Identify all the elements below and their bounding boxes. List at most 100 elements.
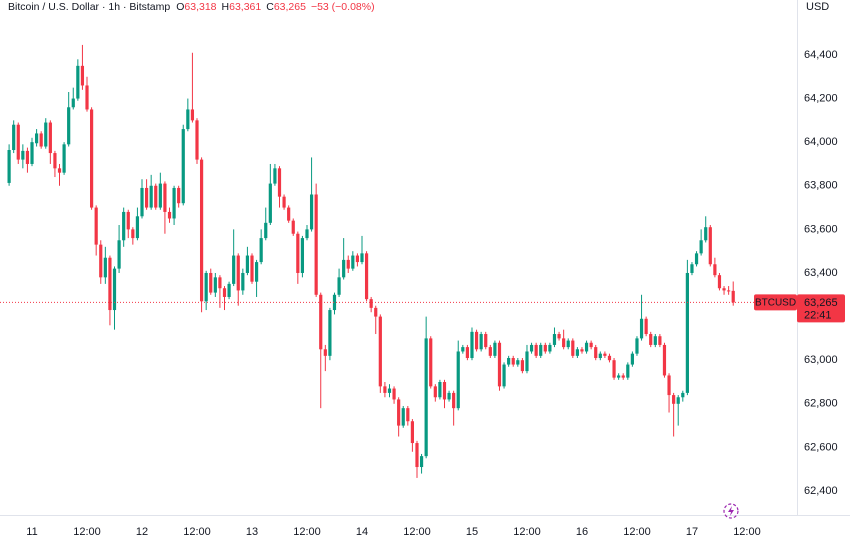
y-tick-label: 62,400 — [804, 485, 838, 497]
candle-body — [722, 288, 726, 291]
candle-body — [497, 342, 502, 387]
candle-body — [681, 392, 685, 398]
candle-body — [342, 259, 346, 278]
candle-body — [694, 253, 699, 265]
candle-body — [232, 255, 236, 284]
candle-body — [548, 344, 552, 352]
candle-body — [108, 257, 112, 311]
y-tick-label: 64,400 — [804, 49, 838, 61]
candle-body — [662, 344, 667, 376]
lightning-icon — [723, 503, 739, 519]
candle-body — [16, 124, 20, 160]
change-value: −53 (−0.08%) — [311, 1, 375, 13]
countdown-text: 22:41 — [804, 309, 832, 321]
candle-body — [300, 238, 305, 273]
candle-body — [374, 307, 378, 317]
candle-body — [360, 253, 364, 263]
candle-body — [424, 338, 428, 457]
candle-body — [639, 318, 644, 339]
candle-body — [552, 334, 557, 345]
candle-body — [612, 360, 616, 378]
candle-body — [89, 109, 94, 208]
candle-body — [465, 347, 469, 359]
candle-body — [12, 124, 16, 151]
candle-body — [154, 185, 158, 208]
candle-body — [685, 272, 689, 393]
candle-body — [140, 187, 144, 217]
candle-body — [502, 364, 506, 387]
candle-body — [277, 168, 282, 197]
candle-body — [479, 334, 483, 350]
candle-body — [364, 253, 369, 300]
ohlc-value: 63,265 — [274, 1, 306, 13]
candle-body — [635, 338, 639, 354]
x-tick-label: 12:00 — [733, 526, 761, 538]
candle-body — [53, 153, 57, 169]
candle-body — [144, 187, 149, 208]
candle-body — [507, 358, 511, 365]
candle-body — [199, 159, 204, 302]
candle-body — [415, 443, 419, 468]
candle-body — [410, 421, 415, 444]
price-tag-text: 63,265 — [804, 297, 838, 309]
candle-body — [589, 342, 593, 348]
y-tick-label: 63,600 — [804, 223, 838, 235]
candle-body — [39, 133, 43, 147]
candle-body — [658, 336, 662, 345]
y-tick-label: 63,800 — [804, 180, 838, 192]
x-tick-label: 12:00 — [183, 526, 211, 538]
candle-body — [378, 316, 382, 387]
candle-body — [309, 194, 314, 230]
x-tick-label: 12:00 — [513, 526, 541, 538]
ohlc-key: H — [222, 1, 230, 13]
candle-body — [355, 255, 360, 263]
candle-body — [571, 340, 575, 356]
candle-body — [76, 65, 80, 99]
candle-body — [103, 257, 107, 278]
currency-label: USD — [806, 1, 829, 13]
symbol-tag — [754, 294, 797, 311]
candle-body — [488, 347, 492, 356]
candle-body — [653, 336, 657, 345]
y-tick-label: 63,000 — [804, 354, 838, 366]
candle-body — [543, 344, 547, 352]
x-tick-label: 11 — [26, 526, 37, 538]
candle-body — [195, 120, 199, 160]
candle-body — [369, 299, 373, 308]
candle-body — [575, 349, 579, 356]
candle-body — [525, 351, 529, 372]
candle-body — [163, 183, 167, 212]
candle-body — [566, 340, 570, 348]
candle-body — [259, 238, 263, 263]
candle-body — [21, 150, 25, 160]
y-tick-label: 64,200 — [804, 92, 838, 104]
candle-body — [126, 211, 130, 230]
candle-body — [580, 349, 584, 352]
x-tick-label: 12:00 — [73, 526, 101, 538]
candle-body — [67, 107, 71, 145]
x-tick-label: 13 — [246, 526, 258, 538]
x-tick-label: 12 — [136, 526, 148, 538]
candle-body — [429, 338, 433, 387]
candle-body — [7, 150, 11, 183]
candle-body — [213, 277, 217, 293]
candle-body — [222, 288, 227, 297]
candle-body — [406, 408, 410, 422]
candle-body — [401, 408, 405, 426]
ohlc-key: O — [176, 1, 184, 13]
candle-body — [626, 364, 630, 378]
candle-body — [190, 109, 195, 121]
candle-body — [44, 122, 48, 147]
candle-body — [461, 347, 465, 352]
x-tick-label: 14 — [356, 526, 368, 538]
candle-body — [227, 283, 231, 297]
candle-body — [539, 344, 543, 356]
x-tick-label: 12:00 — [403, 526, 431, 538]
candle-body — [493, 342, 497, 356]
candle-body — [529, 344, 534, 352]
candle-body — [34, 133, 39, 144]
candle-body — [158, 183, 162, 208]
candle-body — [236, 255, 240, 291]
candle-body — [667, 375, 671, 396]
